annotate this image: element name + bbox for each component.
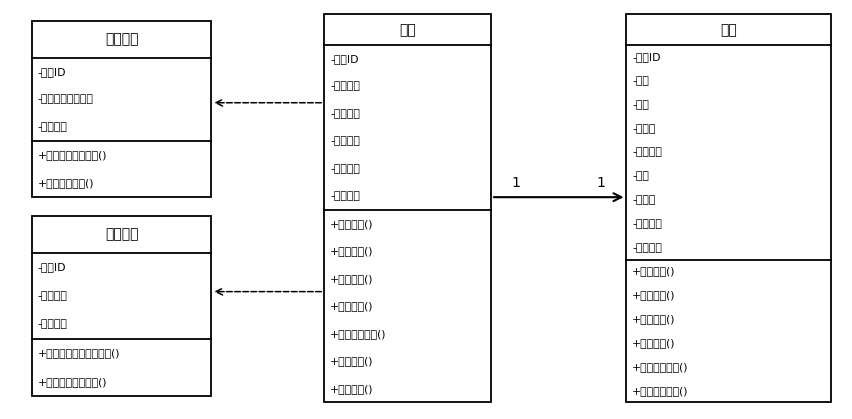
Text: 积分规则: 积分规则 <box>105 32 138 46</box>
Text: +查找客户(): +查找客户() <box>632 338 676 348</box>
Text: +累积积分(): +累积积分() <box>330 356 373 366</box>
Bar <box>32 216 211 396</box>
Bar <box>324 15 491 403</box>
Text: 1: 1 <box>597 176 606 190</box>
Text: -会员等级: -会员等级 <box>330 137 360 146</box>
Bar <box>32 21 211 197</box>
Text: +注册客户(): +注册客户() <box>632 266 676 277</box>
Text: -会员等级: -会员等级 <box>37 291 67 301</box>
Text: -姓名: -姓名 <box>632 76 649 86</box>
Text: +删除会员(): +删除会员() <box>330 274 373 284</box>
Text: -加入时间: -加入时间 <box>330 81 360 91</box>
Text: +查找积分规则(): +查找积分规则() <box>37 178 95 188</box>
Text: +更新客户(): +更新客户() <box>632 290 676 300</box>
Text: +查找会员升级规则(): +查找会员升级规则() <box>37 377 107 387</box>
Text: -购买金额对应积分: -购买金额对应积分 <box>37 94 94 104</box>
Text: -规则ID: -规则ID <box>37 67 66 77</box>
Bar <box>626 15 831 403</box>
Text: -累计积分: -累计积分 <box>330 191 360 202</box>
Text: -更新时间: -更新时间 <box>330 109 360 119</box>
Text: +根据积分计算会员等级(): +根据积分计算会员等级() <box>37 348 120 358</box>
Text: -积分上限: -积分上限 <box>37 122 67 132</box>
Text: 升级规则: 升级规则 <box>105 227 138 241</box>
Text: +查找客户地址(): +查找客户地址() <box>632 385 688 396</box>
Text: 会员: 会员 <box>400 23 416 37</box>
Text: -手机号: -手机号 <box>632 195 655 205</box>
Text: -会员ID: -会员ID <box>330 54 359 64</box>
Text: +注册会员(): +注册会员() <box>330 219 373 229</box>
Text: -身份证: -身份证 <box>632 124 655 134</box>
Text: +根据消费计算积分(): +根据消费计算积分() <box>37 150 107 160</box>
Text: 客户: 客户 <box>720 23 737 37</box>
Text: +会员是否存在(): +会员是否存在() <box>330 329 387 339</box>
Text: -规则ID: -规则ID <box>37 262 66 272</box>
Text: -积分要求: -积分要求 <box>37 319 67 329</box>
Text: -客户ID: -客户ID <box>632 52 661 62</box>
Text: +删除客户(): +删除客户() <box>632 314 676 324</box>
Text: +查找会员(): +查找会员() <box>330 301 373 311</box>
Text: -出生日期: -出生日期 <box>632 147 662 158</box>
Text: +兑换积分(): +兑换积分() <box>330 384 373 394</box>
Text: -性别: -性别 <box>632 100 649 110</box>
Text: +更新会员(): +更新会员() <box>330 246 373 256</box>
Text: 1: 1 <box>512 176 521 190</box>
Text: -邮箱: -邮箱 <box>632 171 649 181</box>
Text: -当前积分: -当前积分 <box>330 164 360 174</box>
Text: -注册时间: -注册时间 <box>632 219 662 229</box>
Text: +客户是否存在(): +客户是否存在() <box>632 362 688 372</box>
Text: -更新时间: -更新时间 <box>632 243 662 253</box>
